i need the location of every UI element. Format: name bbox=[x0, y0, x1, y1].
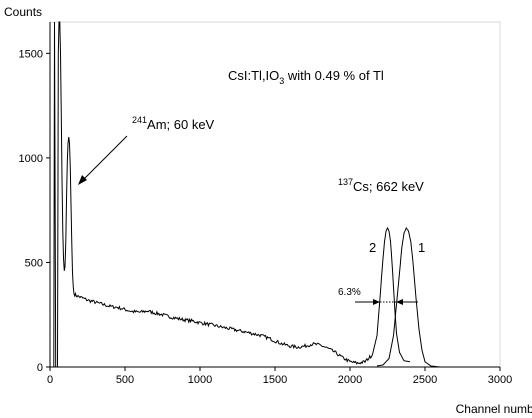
x-tick-label: 500 bbox=[116, 374, 134, 386]
cs-superscript: 137 bbox=[338, 177, 353, 187]
x-tick-label: 1500 bbox=[263, 374, 287, 386]
x-tick-label: 2500 bbox=[413, 374, 437, 386]
material-subscript: 3 bbox=[279, 76, 284, 86]
am-annotation: 241Am; 60 keV bbox=[132, 115, 215, 132]
am-superscript: 241 bbox=[132, 115, 147, 125]
x-tick-label: 3000 bbox=[488, 374, 512, 386]
material-annotation: CsI:Tl,IO3 with 0.49 % of Tl bbox=[228, 68, 384, 86]
cs-label: Cs; 662 keV bbox=[353, 179, 424, 194]
y-tick-label: 500 bbox=[25, 257, 43, 269]
x-axis-title: Channel number bbox=[456, 402, 532, 416]
series-line-1 bbox=[53, 21, 411, 368]
am-arrow-line bbox=[81, 135, 128, 182]
curve-1-label: 1 bbox=[418, 240, 425, 255]
x-tick-label: 2000 bbox=[338, 374, 362, 386]
series-layer bbox=[53, 21, 441, 368]
x-tick-label: 0 bbox=[47, 374, 53, 386]
am-label: Am; 60 keV bbox=[147, 117, 215, 132]
curve-2-label: 2 bbox=[369, 240, 376, 255]
y-axis-title: Counts bbox=[4, 5, 42, 19]
cs-annotation: 137Cs; 662 keV bbox=[338, 177, 424, 194]
x-axis-ticks: 0 500 1000 1500 2000 2500 3000 bbox=[47, 367, 512, 386]
material-formula: CsI:Tl,IO bbox=[228, 68, 279, 83]
y-tick-label: 0 bbox=[37, 362, 43, 374]
series-line-2 bbox=[376, 227, 441, 368]
fwhm-label: 6.3% bbox=[338, 287, 361, 298]
fwhm-right-arrow-head bbox=[396, 299, 403, 305]
y-tick-label: 1000 bbox=[19, 153, 43, 165]
am-arrow-head bbox=[78, 175, 87, 185]
x-tick-label: 1000 bbox=[188, 374, 212, 386]
y-tick-label: 1500 bbox=[19, 48, 43, 60]
fwhm-left-arrow-head bbox=[373, 299, 380, 305]
y-axis-ticks: 0 500 1000 1500 bbox=[19, 48, 50, 374]
material-suffix: with 0.49 % of Tl bbox=[284, 68, 384, 83]
